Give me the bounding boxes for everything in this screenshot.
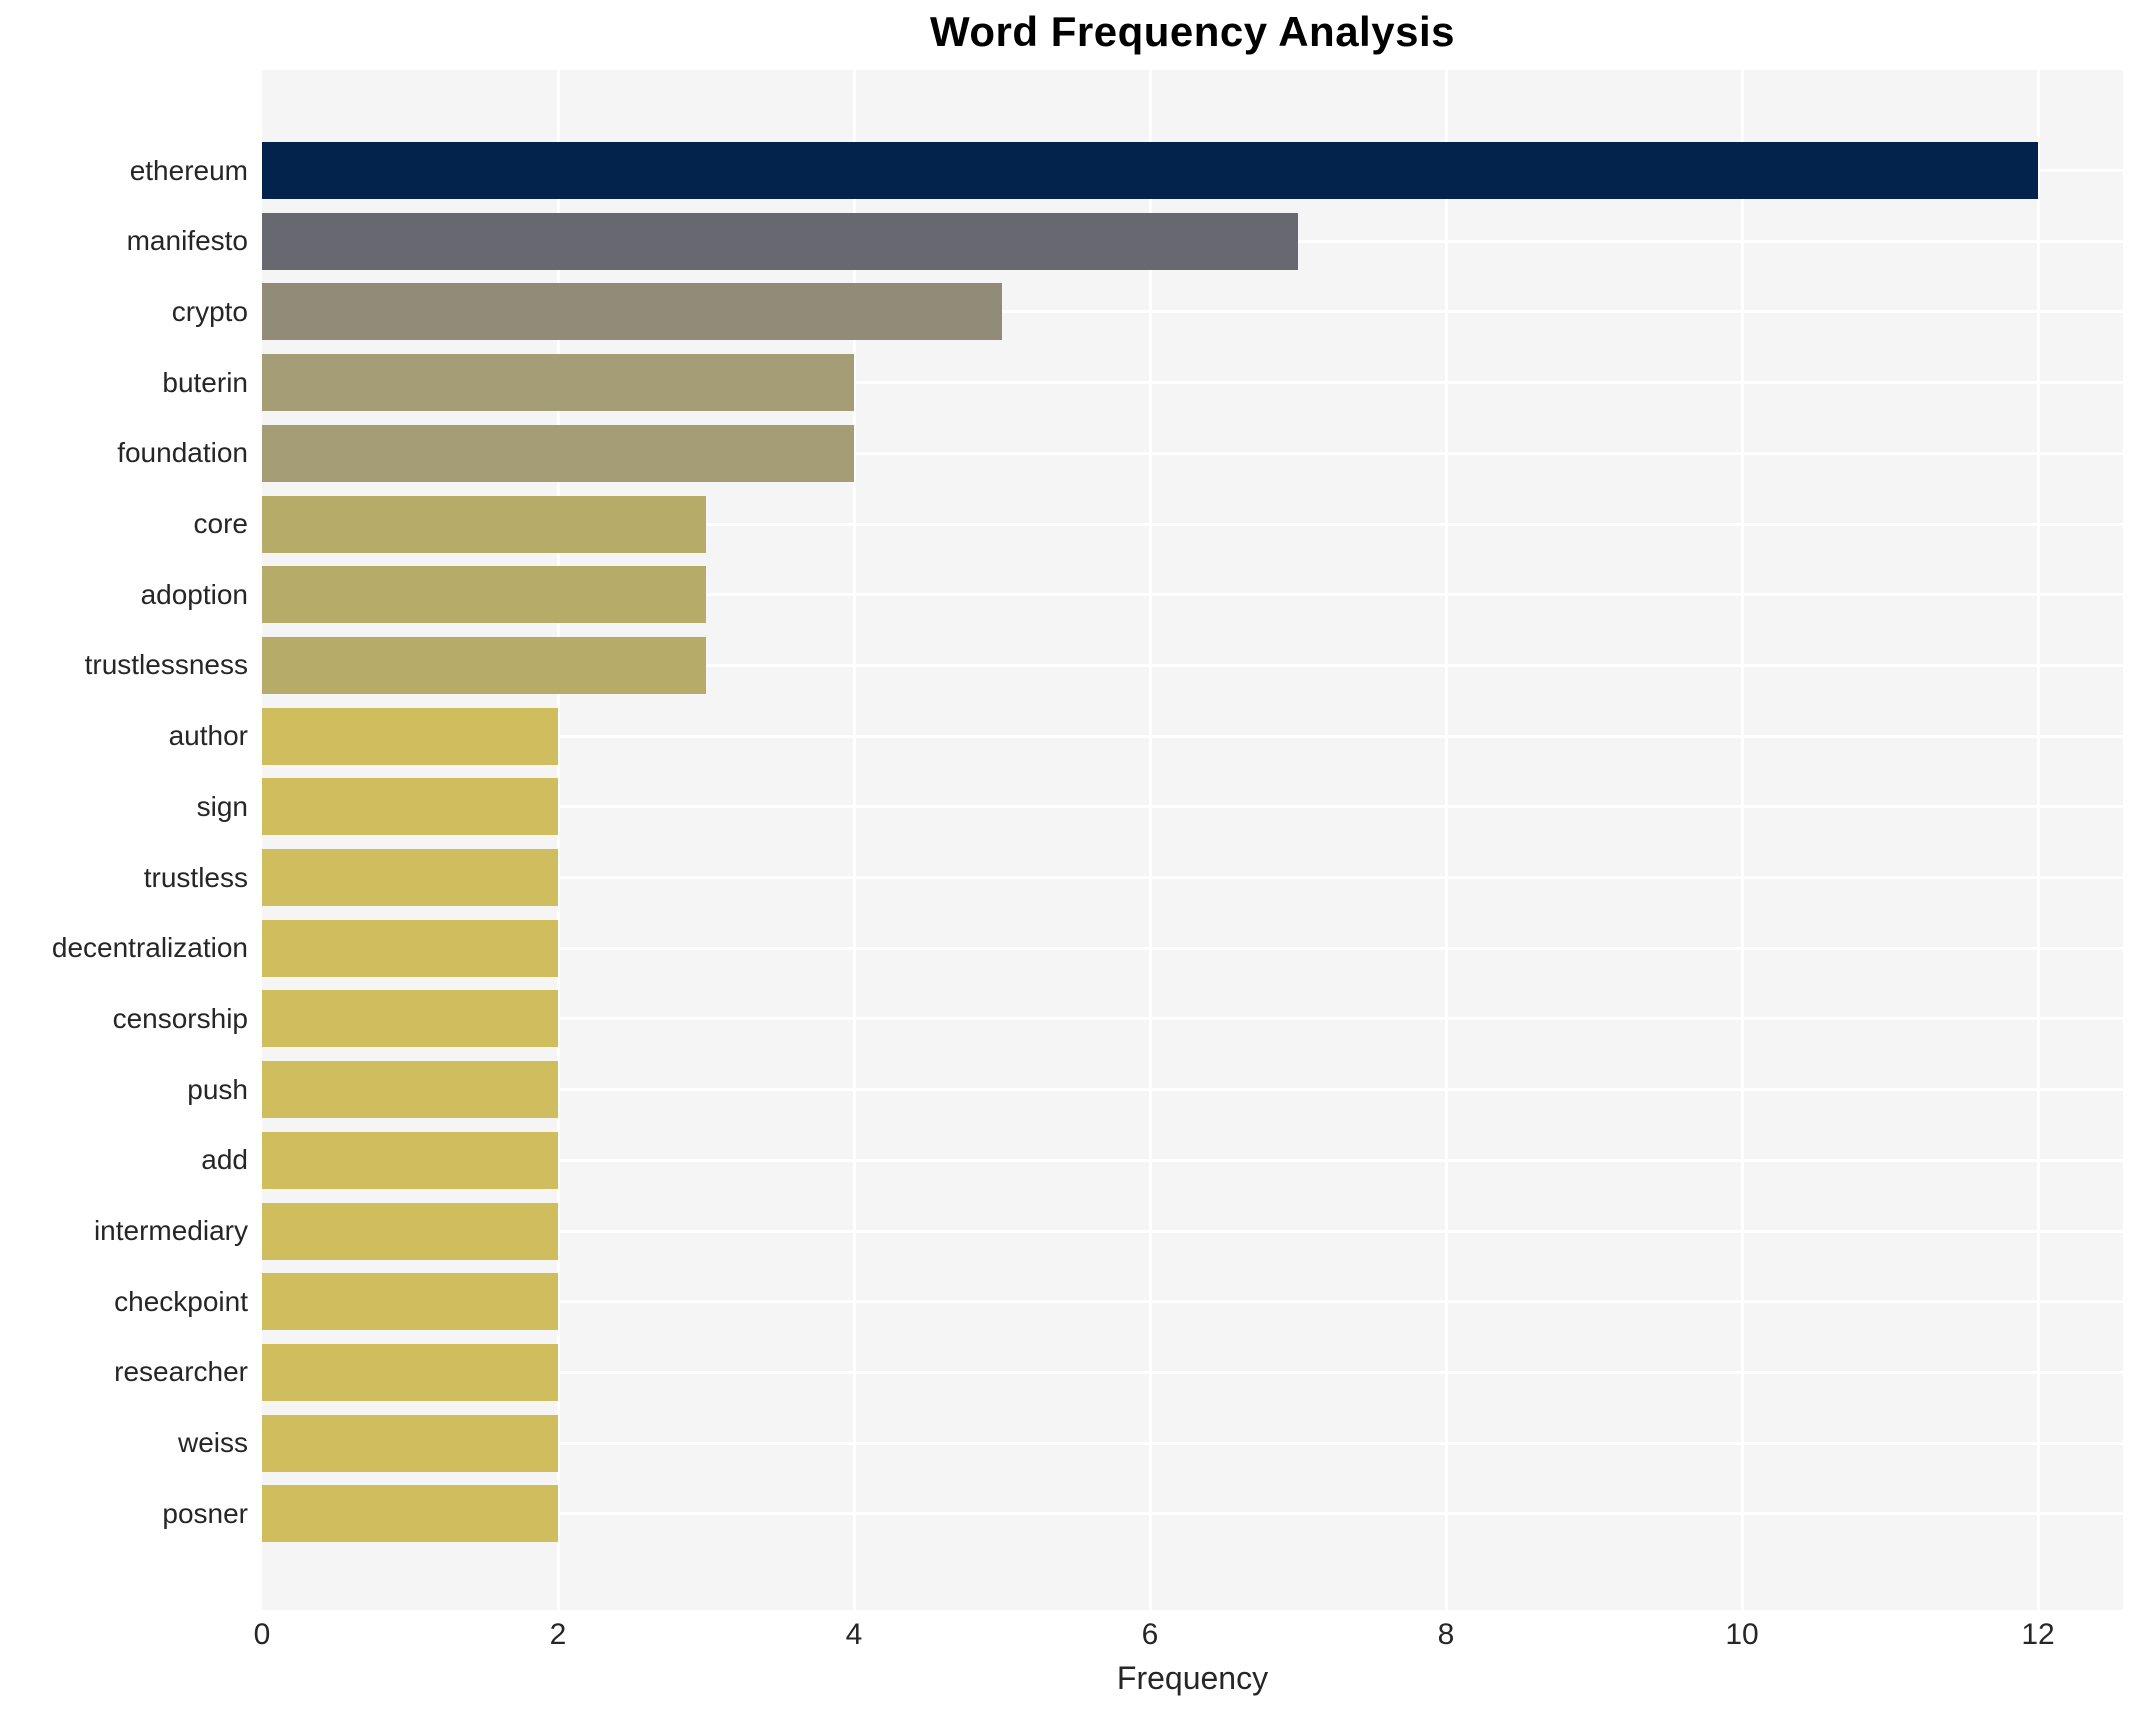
y-tick-label-checkpoint: checkpoint [114, 1285, 248, 1317]
chart-title: Word Frequency Analysis [930, 8, 1455, 55]
bar-trustless [262, 849, 558, 906]
bar-manifesto [262, 212, 1298, 270]
horizontal-gridline [262, 805, 2123, 809]
y-tick-label-push: push [187, 1073, 248, 1105]
horizontal-gridline [262, 1300, 2123, 1304]
horizontal-gridline [262, 946, 2123, 950]
y-tick-label-author: author [168, 720, 248, 752]
horizontal-gridline [262, 1441, 2123, 1445]
bar-crypto [262, 283, 1002, 341]
y-tick-label-researcher: researcher [114, 1356, 248, 1388]
y-tick-label-core: core [193, 508, 248, 539]
y-tick-label-crypto: crypto [171, 295, 248, 327]
horizontal-gridline [262, 522, 2123, 526]
y-tick-label-foundation: foundation [117, 437, 248, 469]
horizontal-gridline [262, 1088, 2123, 1092]
horizontal-gridline [262, 1370, 2123, 1374]
bar-push [262, 1061, 558, 1119]
bar-posner [262, 1485, 558, 1543]
y-tick-label-intermediary: intermediary [93, 1215, 248, 1246]
horizontal-gridline [262, 1158, 2123, 1162]
plot-area: ethereum manifesto crypto buterin foundation… [52, 70, 2123, 1610]
x-tick-label-0: 0 [253, 1618, 271, 1651]
vertical-gridline [852, 70, 856, 1610]
horizontal-gridline [262, 734, 2123, 738]
bar-ethereum [262, 142, 2038, 199]
bar-trustlessness [262, 636, 706, 694]
y-tick-label-adoption: adoption [140, 578, 248, 610]
horizontal-gridline [262, 876, 2123, 879]
vertical-gridline [556, 70, 560, 1610]
horizontal-gridline [262, 593, 2123, 597]
y-tick-label-censorship: censorship [112, 1002, 248, 1034]
bar-add [262, 1131, 558, 1189]
horizontal-gridline [262, 1512, 2123, 1516]
bar-foundation [262, 424, 854, 482]
horizontal-gridline [262, 1017, 2123, 1021]
y-tick-label-buterin: buterin [162, 366, 248, 398]
y-tick-label-manifesto: manifesto [126, 225, 248, 257]
x-tick-label-12: 12 [2021, 1618, 2055, 1651]
bar-weiss [262, 1414, 558, 1472]
vertical-gridline [1148, 70, 1152, 1610]
y-tick-label-sign: sign [196, 790, 248, 822]
horizontal-gridline [262, 663, 2123, 667]
y-tick-label-add: add [201, 1144, 248, 1176]
x-tick-label-6: 6 [1141, 1618, 1159, 1651]
bar-sign [262, 778, 558, 836]
bar-checkpoint [262, 1273, 558, 1331]
x-tick-label-4: 4 [845, 1618, 863, 1651]
horizontal-gridline [262, 1229, 2123, 1233]
bar-censorship [262, 990, 558, 1048]
vertical-gridline [1444, 70, 1448, 1610]
x-tick-label-10: 10 [1725, 1618, 1759, 1651]
y-tick-label-trustless: trustless [143, 861, 248, 893]
horizontal-gridline [262, 451, 2123, 455]
bar-decentralization [262, 919, 558, 977]
bar-adoption [262, 566, 706, 624]
x-tick-label-8: 8 [1437, 1618, 1455, 1651]
y-tick-label-trustlessness: trustlessness [84, 649, 248, 681]
horizontal-gridline [262, 310, 2123, 314]
x-tick-label-2: 2 [549, 1618, 567, 1651]
horizontal-gridline [262, 381, 2123, 385]
bar-intermediary [262, 1202, 558, 1260]
bar-buterin [262, 354, 854, 412]
y-tick-label-ethereum: ethereum [129, 154, 248, 186]
vertical-gridline [2036, 70, 2040, 1610]
bar-core [262, 495, 706, 553]
x-axis-label: Frequency [1116, 1660, 1269, 1696]
vertical-gridline [1740, 70, 1744, 1610]
bar-author [262, 707, 558, 765]
y-tick-label-posner: posner [162, 1497, 248, 1529]
y-tick-label-decentralization: decentralization [51, 932, 248, 964]
y-tick-label-weiss: weiss [177, 1427, 248, 1459]
bar-researcher [262, 1343, 558, 1401]
